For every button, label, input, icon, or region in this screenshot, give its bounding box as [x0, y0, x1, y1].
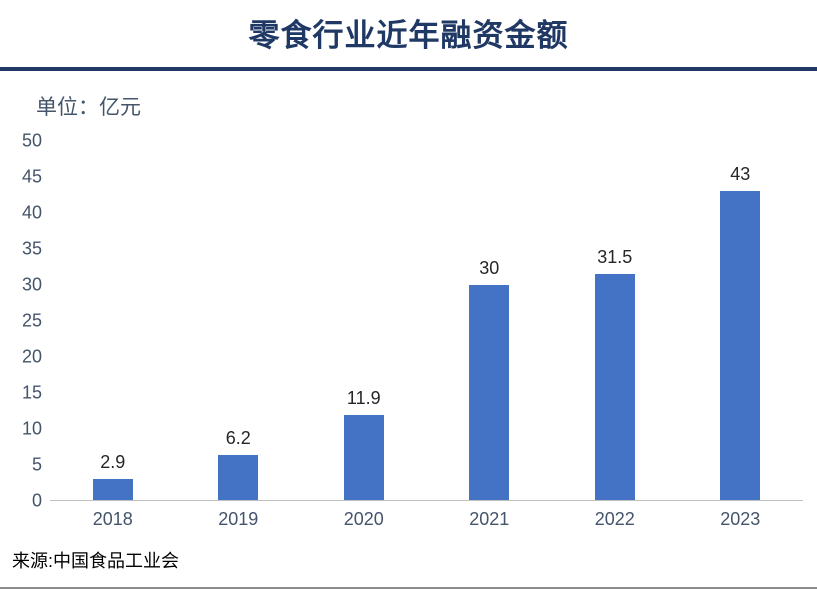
bar — [594, 273, 635, 500]
x-axis-label: 2018 — [92, 509, 133, 529]
bar — [92, 479, 133, 500]
y-tick-label: 15 — [21, 382, 42, 403]
title-divider — [0, 67, 817, 71]
bar-slot: 43 — [678, 141, 804, 500]
bar-value-label: 30 — [479, 257, 500, 278]
y-tick-label: 10 — [21, 418, 42, 439]
unit-label: 单位：亿元 — [36, 96, 141, 119]
y-tick-label: 0 — [31, 490, 42, 511]
x-axis-label: 2020 — [343, 509, 384, 529]
x-axis-label: 2022 — [594, 509, 635, 529]
x-axis-label: 2019 — [218, 509, 259, 529]
y-tick-label: 35 — [21, 238, 42, 259]
bar — [720, 191, 761, 500]
y-tick-label: 30 — [21, 274, 42, 295]
bar-chart: 0 5 10 15 20 25 30 35 40 45 50 2.9 6.2 11.9 30 31.5 43 — [8, 131, 803, 511]
bar-slot: 2.9 — [50, 141, 176, 500]
y-tick-label: 45 — [21, 166, 42, 187]
y-tick-label: 50 — [21, 130, 42, 151]
x-axis: 2018 2019 2020 2021 2022 2023 — [50, 509, 803, 530]
bar-slot: 31.5 — [552, 141, 678, 500]
bar-value-label: 2.9 — [100, 452, 126, 473]
bar-slot: 11.9 — [301, 141, 427, 500]
y-tick-label: 25 — [21, 310, 42, 331]
plot-area: 2.9 6.2 11.9 30 31.5 43 — [50, 141, 803, 501]
y-tick-label: 20 — [21, 346, 42, 367]
bar — [343, 414, 384, 500]
bar-value-label: 11.9 — [346, 387, 381, 408]
bar-value-label: 6.2 — [225, 428, 251, 449]
bar — [469, 284, 510, 500]
y-tick-label: 40 — [21, 202, 42, 223]
y-tick-label: 5 — [31, 454, 42, 475]
bar-value-label: 31.5 — [597, 246, 633, 267]
y-axis: 0 5 10 15 20 25 30 35 40 45 50 — [8, 131, 50, 511]
bar — [218, 455, 259, 500]
bar-value-label: 43 — [730, 164, 751, 185]
bar-slot: 30 — [427, 141, 553, 500]
source-label: 来源:中国食品工业会 — [12, 551, 180, 571]
bottom-rule — [0, 587, 817, 589]
x-axis-label: 2023 — [720, 509, 761, 529]
x-axis-label: 2021 — [469, 509, 510, 529]
page-title: 零食行业近年融资金额 — [248, 18, 569, 53]
bar-slot: 6.2 — [176, 141, 302, 500]
